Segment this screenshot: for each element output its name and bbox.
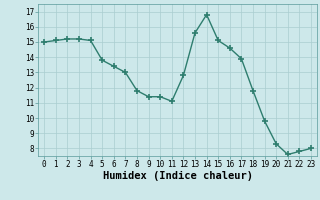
X-axis label: Humidex (Indice chaleur): Humidex (Indice chaleur) xyxy=(103,171,252,181)
